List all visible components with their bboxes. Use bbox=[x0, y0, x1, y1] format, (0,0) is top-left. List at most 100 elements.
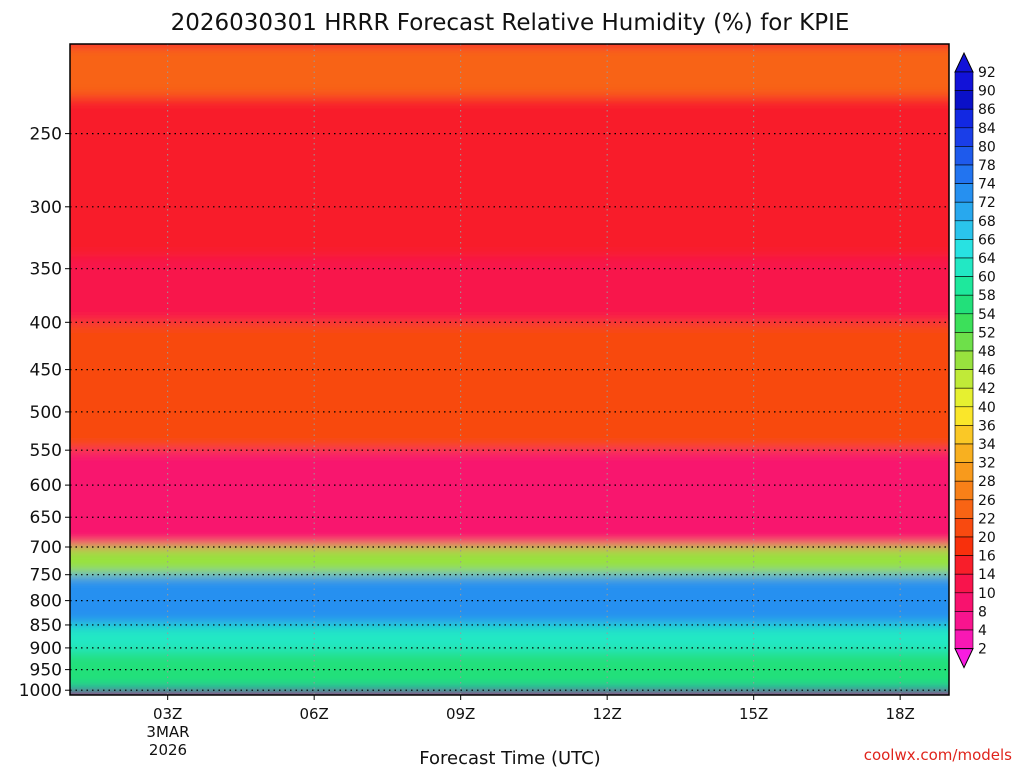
date-label-year: 2026 bbox=[149, 741, 187, 759]
y-tick-label: 600 bbox=[30, 476, 62, 496]
humidity-layer bbox=[70, 96, 949, 258]
colorbar-label: 68 bbox=[978, 214, 996, 230]
colorbar-swatch bbox=[954, 350, 974, 370]
credit-text: coolwx.com/models bbox=[864, 746, 1012, 764]
colorbar-swatch bbox=[954, 313, 974, 333]
colorbar-label: 10 bbox=[978, 586, 996, 602]
colorbar-swatch bbox=[954, 183, 974, 203]
colorbar-label: 8 bbox=[978, 604, 987, 620]
colorbar-swatch bbox=[954, 555, 974, 575]
pressure-axis: 250 300 350 400 450 500 550 600 650 700 750 800 850 9… bbox=[19, 125, 70, 701]
x-tick-label: 15Z bbox=[739, 705, 768, 723]
humidity-layer bbox=[70, 624, 949, 653]
colorbar-label: 42 bbox=[978, 381, 996, 397]
x-tick-label: 09Z bbox=[446, 705, 475, 723]
colorbar-label: 52 bbox=[978, 325, 996, 341]
colorbar-swatch bbox=[954, 611, 974, 631]
y-tick-label: 250 bbox=[30, 125, 62, 145]
colorbar-swatch bbox=[954, 201, 974, 222]
humidity-layer bbox=[70, 547, 949, 575]
x-tick-label: 12Z bbox=[592, 705, 621, 723]
humidity-layer bbox=[70, 450, 949, 548]
y-tick-label: 700 bbox=[30, 538, 62, 558]
humidity-layer bbox=[70, 652, 949, 691]
x-tick-label: 06Z bbox=[299, 705, 328, 723]
colorbar-label: 26 bbox=[978, 493, 996, 509]
x-tick-label: 03Z bbox=[153, 705, 182, 723]
colorbar-swatch bbox=[954, 443, 974, 463]
y-tick-label: 750 bbox=[30, 566, 62, 586]
colorbar-label: 20 bbox=[978, 530, 996, 546]
colorbar-label: 54 bbox=[978, 307, 996, 323]
colorbar-swatch bbox=[954, 462, 974, 482]
colorbar-label: 90 bbox=[978, 84, 996, 100]
colorbar-swatch bbox=[954, 536, 974, 556]
y-tick-label: 300 bbox=[30, 198, 62, 218]
colorbar-label: 4 bbox=[978, 623, 987, 639]
colorbar-label: 78 bbox=[978, 158, 996, 174]
colorbar-swatch bbox=[954, 164, 974, 184]
colorbar-label: 48 bbox=[978, 344, 996, 360]
colorbar-label: 84 bbox=[978, 121, 996, 137]
y-tick-label: 1000 bbox=[19, 681, 62, 701]
colorbar-label: 16 bbox=[978, 549, 996, 565]
colorbar-swatch bbox=[954, 239, 974, 259]
colorbar-swatch bbox=[954, 146, 974, 166]
colorbar-swatch bbox=[954, 629, 974, 649]
date-label-day: 3MAR bbox=[146, 723, 189, 741]
colorbar-swatch bbox=[954, 406, 974, 426]
humidity-field bbox=[70, 44, 949, 695]
y-tick-label: 800 bbox=[30, 592, 62, 612]
chart-title: 2026030301 HRRR Forecast Relative Humidi… bbox=[171, 10, 850, 36]
colorbar-label: 32 bbox=[978, 456, 996, 472]
y-tick-label: 950 bbox=[30, 661, 62, 681]
colorbar: 9290868480787472686664605854524846424036… bbox=[954, 51, 996, 669]
y-tick-label: 400 bbox=[30, 313, 62, 333]
humidity-layer bbox=[70, 574, 949, 625]
colorbar-label: 66 bbox=[978, 232, 996, 248]
x-tick-label: 18Z bbox=[885, 705, 914, 723]
colorbar-label: 60 bbox=[978, 270, 996, 286]
colorbar-label: 64 bbox=[978, 251, 996, 267]
colorbar-swatch bbox=[954, 369, 974, 389]
colorbar-label: 36 bbox=[978, 418, 996, 434]
colorbar-label: 86 bbox=[978, 102, 996, 118]
colorbar-label: 92 bbox=[978, 65, 996, 81]
colorbar-label: 14 bbox=[978, 567, 996, 583]
y-tick-label: 450 bbox=[30, 361, 62, 381]
humidity-layer bbox=[70, 322, 949, 451]
colorbar-swatch bbox=[954, 573, 974, 594]
colorbar-label: 72 bbox=[978, 195, 996, 211]
colorbar-swatch bbox=[954, 518, 974, 538]
colorbar-label: 34 bbox=[978, 437, 996, 453]
field-layers bbox=[70, 44, 949, 695]
colorbar-swatch bbox=[954, 425, 974, 445]
colorbar-swatch bbox=[954, 592, 974, 612]
colorbar-label: 40 bbox=[978, 400, 996, 416]
grid-lines bbox=[70, 44, 949, 695]
humidity-layer bbox=[70, 44, 949, 97]
colorbar-extend-max bbox=[954, 51, 974, 73]
humidity-layer bbox=[70, 257, 949, 323]
time-axis: 03Z 06Z 09Z 12Z 15Z 18Z bbox=[153, 695, 915, 723]
colorbar-swatch bbox=[954, 71, 974, 91]
y-tick-label: 650 bbox=[30, 508, 62, 528]
colorbar-swatch bbox=[954, 90, 974, 110]
y-tick-label: 900 bbox=[30, 639, 62, 659]
colorbar-extend-min bbox=[954, 648, 974, 669]
colorbar-label: 46 bbox=[978, 363, 996, 379]
colorbar-label: 2 bbox=[978, 642, 987, 658]
colorbar-swatch bbox=[954, 480, 974, 501]
y-tick-label: 550 bbox=[30, 441, 62, 461]
colorbar-swatch bbox=[954, 276, 974, 296]
colorbar-swatch bbox=[954, 387, 974, 408]
y-tick-label: 850 bbox=[30, 616, 62, 636]
colorbar-swatch bbox=[954, 220, 974, 240]
colorbar-label: 74 bbox=[978, 177, 996, 193]
colorbar-label: 28 bbox=[978, 474, 996, 490]
y-tick-label: 350 bbox=[30, 260, 62, 280]
colorbar-swatch bbox=[954, 332, 974, 352]
colorbar-swatch bbox=[954, 294, 974, 315]
x-axis-title: Forecast Time (UTC) bbox=[419, 748, 600, 768]
